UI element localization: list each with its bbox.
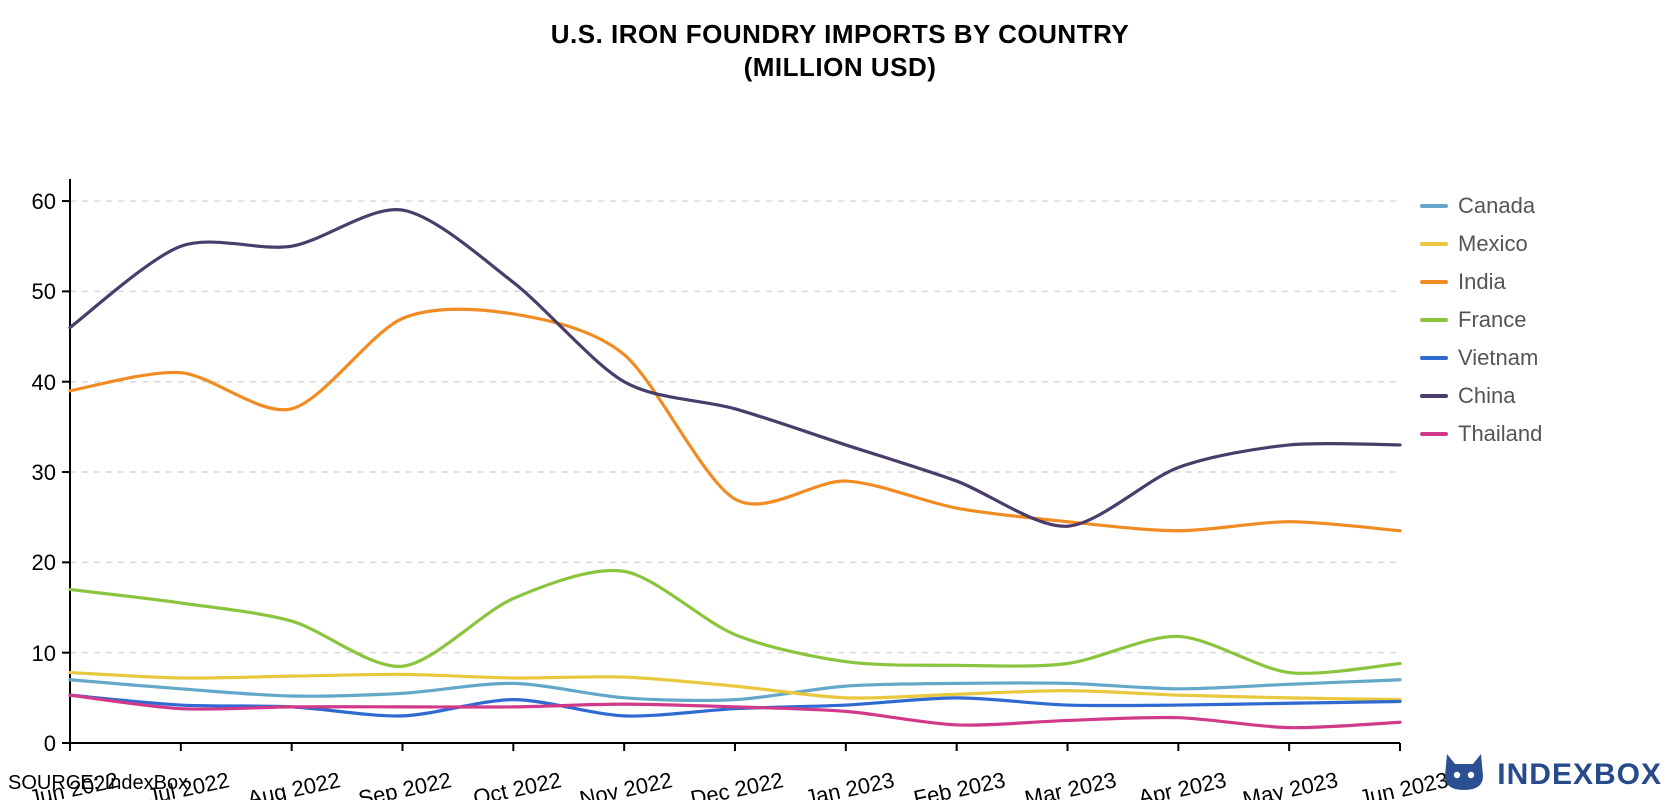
- legend-label: Canada: [1458, 193, 1535, 219]
- y-tick-label: 60: [32, 189, 56, 215]
- legend-swatch: [1420, 356, 1448, 360]
- legend-item: France: [1420, 307, 1542, 333]
- legend-swatch: [1420, 242, 1448, 246]
- legend-label: China: [1458, 383, 1515, 409]
- y-tick-label: 40: [32, 370, 56, 396]
- legend-label: Thailand: [1458, 421, 1542, 447]
- legend-swatch: [1420, 280, 1448, 284]
- chart-title-line1: U.S. IRON FOUNDRY IMPORTS BY COUNTRY: [0, 18, 1680, 51]
- y-tick-label: 30: [32, 460, 56, 486]
- chart-area: 0102030405060 Jun 2022Jul 2022Aug 2022Se…: [0, 83, 1680, 800]
- chart-legend: Canada Mexico India France Vietnam China Thail…: [1420, 193, 1542, 459]
- legend-item: China: [1420, 383, 1542, 409]
- legend-item: Mexico: [1420, 231, 1542, 257]
- y-tick-label: 10: [32, 641, 56, 667]
- logo-text: INDEXBOX: [1497, 758, 1662, 792]
- cat-icon: [1441, 752, 1487, 797]
- y-tick-label: 20: [32, 550, 56, 576]
- indexbox-logo: INDEXBOX: [1441, 752, 1662, 797]
- legend-swatch: [1420, 318, 1448, 322]
- legend-item: Canada: [1420, 193, 1542, 219]
- y-tick-label: 0: [44, 731, 56, 757]
- legend-label: Mexico: [1458, 231, 1528, 257]
- legend-label: Vietnam: [1458, 345, 1538, 371]
- chart-title-line2: (MILLION USD): [0, 51, 1680, 84]
- legend-item: Vietnam: [1420, 345, 1542, 371]
- legend-item: Thailand: [1420, 421, 1542, 447]
- chart-source-label: SOURCE: IndexBox: [8, 772, 188, 795]
- legend-label: India: [1458, 269, 1506, 295]
- y-tick-label: 50: [32, 279, 56, 305]
- legend-swatch: [1420, 432, 1448, 436]
- legend-label: France: [1458, 307, 1526, 333]
- legend-swatch: [1420, 204, 1448, 208]
- legend-swatch: [1420, 394, 1448, 398]
- legend-item: India: [1420, 269, 1542, 295]
- chart-title: U.S. IRON FOUNDRY IMPORTS BY COUNTRY (MI…: [0, 0, 1680, 83]
